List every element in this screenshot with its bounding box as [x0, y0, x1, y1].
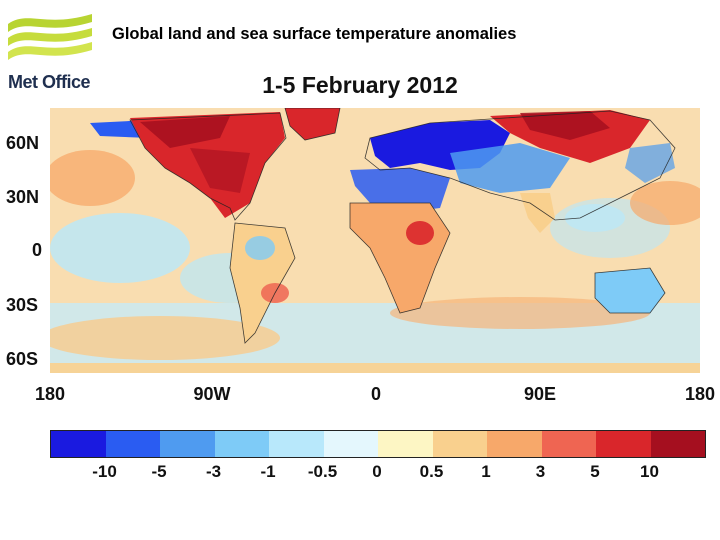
colorbar-segment: [160, 431, 215, 457]
colorbar: [50, 430, 706, 458]
colorbar-segment: [596, 431, 651, 457]
coastlines: [129, 108, 676, 344]
lon-label-90w: 90W: [193, 384, 231, 404]
lon-label-0: 0: [370, 384, 382, 404]
colorbar-tick-label: -1: [260, 462, 276, 481]
colorbar-segment: [487, 431, 542, 457]
greenland-warm-region: [285, 108, 340, 140]
colorbar-tick-label: -0.5: [307, 462, 338, 481]
logo-text: Met Office: [8, 72, 91, 92]
colorbar-segment: [51, 431, 106, 457]
anomaly-map-graphic: [50, 108, 700, 373]
south-america-region: [230, 223, 295, 343]
colorbar-segment: [105, 431, 160, 457]
colorbar-tick-label: 10: [640, 462, 659, 481]
colorbar-tick-label: -3: [205, 462, 222, 481]
colorbar-segment: [378, 431, 433, 457]
australia-region: [595, 268, 665, 313]
colorbar-tick-label: -10: [92, 462, 117, 481]
colorbar-tick-label: 1: [481, 462, 491, 481]
lat-label-equator: 0: [32, 240, 43, 260]
page-title: Global land and sea surface temperature …: [112, 25, 517, 43]
colorbar-segment: [214, 431, 269, 457]
colorbar-segment: [323, 431, 378, 457]
lat-label-30n: 30N: [6, 187, 40, 207]
colorbar-tick-label: 0: [372, 462, 382, 481]
lat-label-60s: 60S: [6, 349, 39, 369]
colorbar-segment: [432, 431, 487, 457]
logo-waves-icon: [8, 14, 92, 60]
colorbar-tick-label: -5: [151, 462, 167, 481]
temperature-anomaly-map: [50, 108, 700, 373]
colorbar-segment: [269, 431, 324, 457]
lat-label-60n: 60N: [6, 133, 40, 153]
lat-label-30s: 30S: [6, 295, 39, 315]
lon-label-180-west: 180: [34, 384, 66, 404]
colorbar-segment: [650, 431, 705, 457]
met-office-logo: Met Office: [6, 6, 94, 98]
colorbar-segment: [541, 431, 596, 457]
map-title: 1-5 February 2012: [262, 72, 458, 98]
lon-label-90e: 90E: [523, 384, 557, 404]
lon-label-180-east: 180: [684, 384, 716, 404]
tropical-pacific-cool-region: [50, 213, 190, 283]
colorbar-tick-label: 5: [590, 462, 600, 481]
colorbar-tick-label: 0.5: [419, 462, 444, 481]
colorbar-tick-label: 3: [535, 462, 546, 481]
